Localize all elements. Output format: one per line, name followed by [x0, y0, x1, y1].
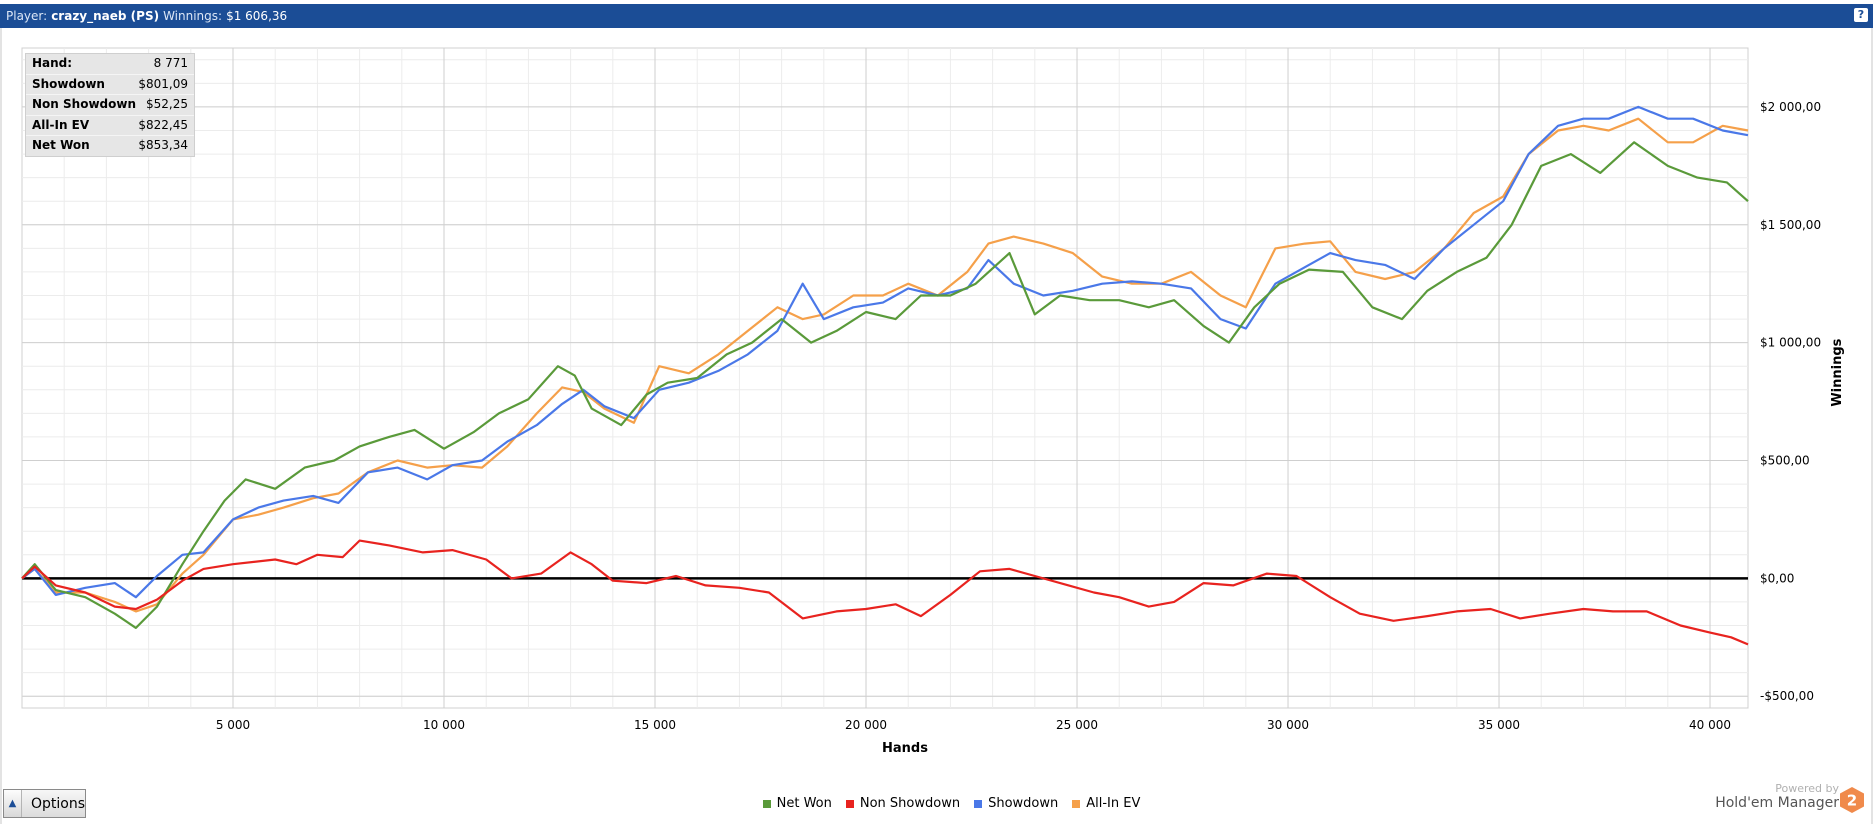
x-tick-label: 20 000: [845, 718, 887, 732]
legend-item-showdown[interactable]: Showdown: [974, 796, 1058, 811]
stat-label: Net Won: [32, 138, 90, 152]
legend-item-net-won[interactable]: Net Won: [762, 796, 832, 811]
stat-label: Non Showdown: [32, 97, 136, 111]
x-tick-label: 25 000: [1056, 718, 1098, 732]
winnings-label: Winnings:: [163, 9, 223, 23]
x-axis-label: Hands: [882, 741, 928, 756]
legend-swatch: [845, 799, 854, 808]
series-line-allin-ev: [21, 117, 1749, 613]
y-tick-label: $0,00: [1760, 571, 1794, 585]
stat-label: Showdown: [32, 76, 105, 91]
header-bar: Player: crazy_naeb (PS) Winnings: $1 606…: [0, 4, 1873, 28]
series-line-net-won: [21, 141, 1749, 630]
stat-value: $52,25: [146, 97, 188, 111]
stat-value: $801,09: [138, 76, 188, 91]
legend-label: All-In EV: [1086, 796, 1141, 811]
stats-row: All-In EV $822,45: [26, 114, 194, 136]
stats-row: Net Won $853,34: [26, 135, 194, 156]
player-name: crazy_naeb (PS): [51, 9, 160, 23]
y-axis-label: Winnings: [1830, 338, 1845, 406]
x-tick-label: 10 000: [423, 718, 465, 732]
legend-swatch: [1072, 799, 1081, 808]
x-tick-label: 40 000: [1689, 718, 1731, 732]
stat-value: $822,45: [138, 117, 188, 132]
series-line-showdown: [21, 105, 1749, 599]
y-tick-label: $1 500,00: [1760, 218, 1821, 232]
legend-swatch: [974, 799, 983, 808]
stat-value: 8 771: [153, 56, 188, 70]
legend-item-allin-ev[interactable]: All-In EV: [1072, 796, 1140, 811]
branding: Powered by Hold'em Manager: [1715, 782, 1839, 811]
triangle-up-icon: ▲: [4, 790, 22, 817]
y-tick-label: -$500,00: [1760, 689, 1814, 703]
stats-row: Non Showdown $52,25: [26, 94, 194, 115]
x-tick-label: 35 000: [1478, 718, 1520, 732]
stats-table: Hand: 8 771 Showdown $801,09 Non Showdow…: [25, 53, 195, 157]
y-tick-label: $2 000,00: [1760, 100, 1821, 114]
x-tick-label: 30 000: [1267, 718, 1309, 732]
logo-text: 2: [1847, 792, 1857, 810]
legend-label: Net Won: [776, 796, 832, 811]
options-button[interactable]: ▲ Options: [3, 789, 86, 818]
legend-label: Showdown: [988, 796, 1059, 811]
stat-label: Hand:: [32, 56, 73, 70]
series-line-non-showdown: [21, 539, 1749, 646]
options-label: Options: [30, 795, 85, 812]
brand-name: Hold'em Manager: [1715, 795, 1839, 811]
chart-legend: Net Won Non Showdown Showdown All-In EV: [0, 796, 1873, 811]
stat-label: All-In EV: [32, 117, 90, 132]
help-icon[interactable]: ?: [1854, 8, 1868, 22]
legend-label: Non Showdown: [859, 796, 961, 811]
stats-row: Showdown $801,09: [26, 73, 194, 95]
x-tick-label: 15 000: [634, 718, 676, 732]
stat-value: $853,34: [138, 138, 188, 152]
y-tick-label: $1 000,00: [1760, 336, 1821, 350]
player-label: Player:: [6, 9, 48, 23]
legend-swatch: [762, 799, 771, 808]
winnings-value: $1 606,36: [226, 9, 288, 23]
powered-by-text: Powered by: [1775, 782, 1839, 795]
x-tick-label: 5 000: [216, 718, 250, 732]
chart-frame: [0, 28, 1873, 824]
hm2-logo-icon: 2: [1840, 787, 1864, 813]
y-tick-label: $500,00: [1760, 454, 1810, 468]
legend-item-non-showdown[interactable]: Non Showdown: [845, 796, 961, 811]
plot-area: [21, 47, 1749, 709]
stats-row: Hand: 8 771: [26, 54, 194, 74]
